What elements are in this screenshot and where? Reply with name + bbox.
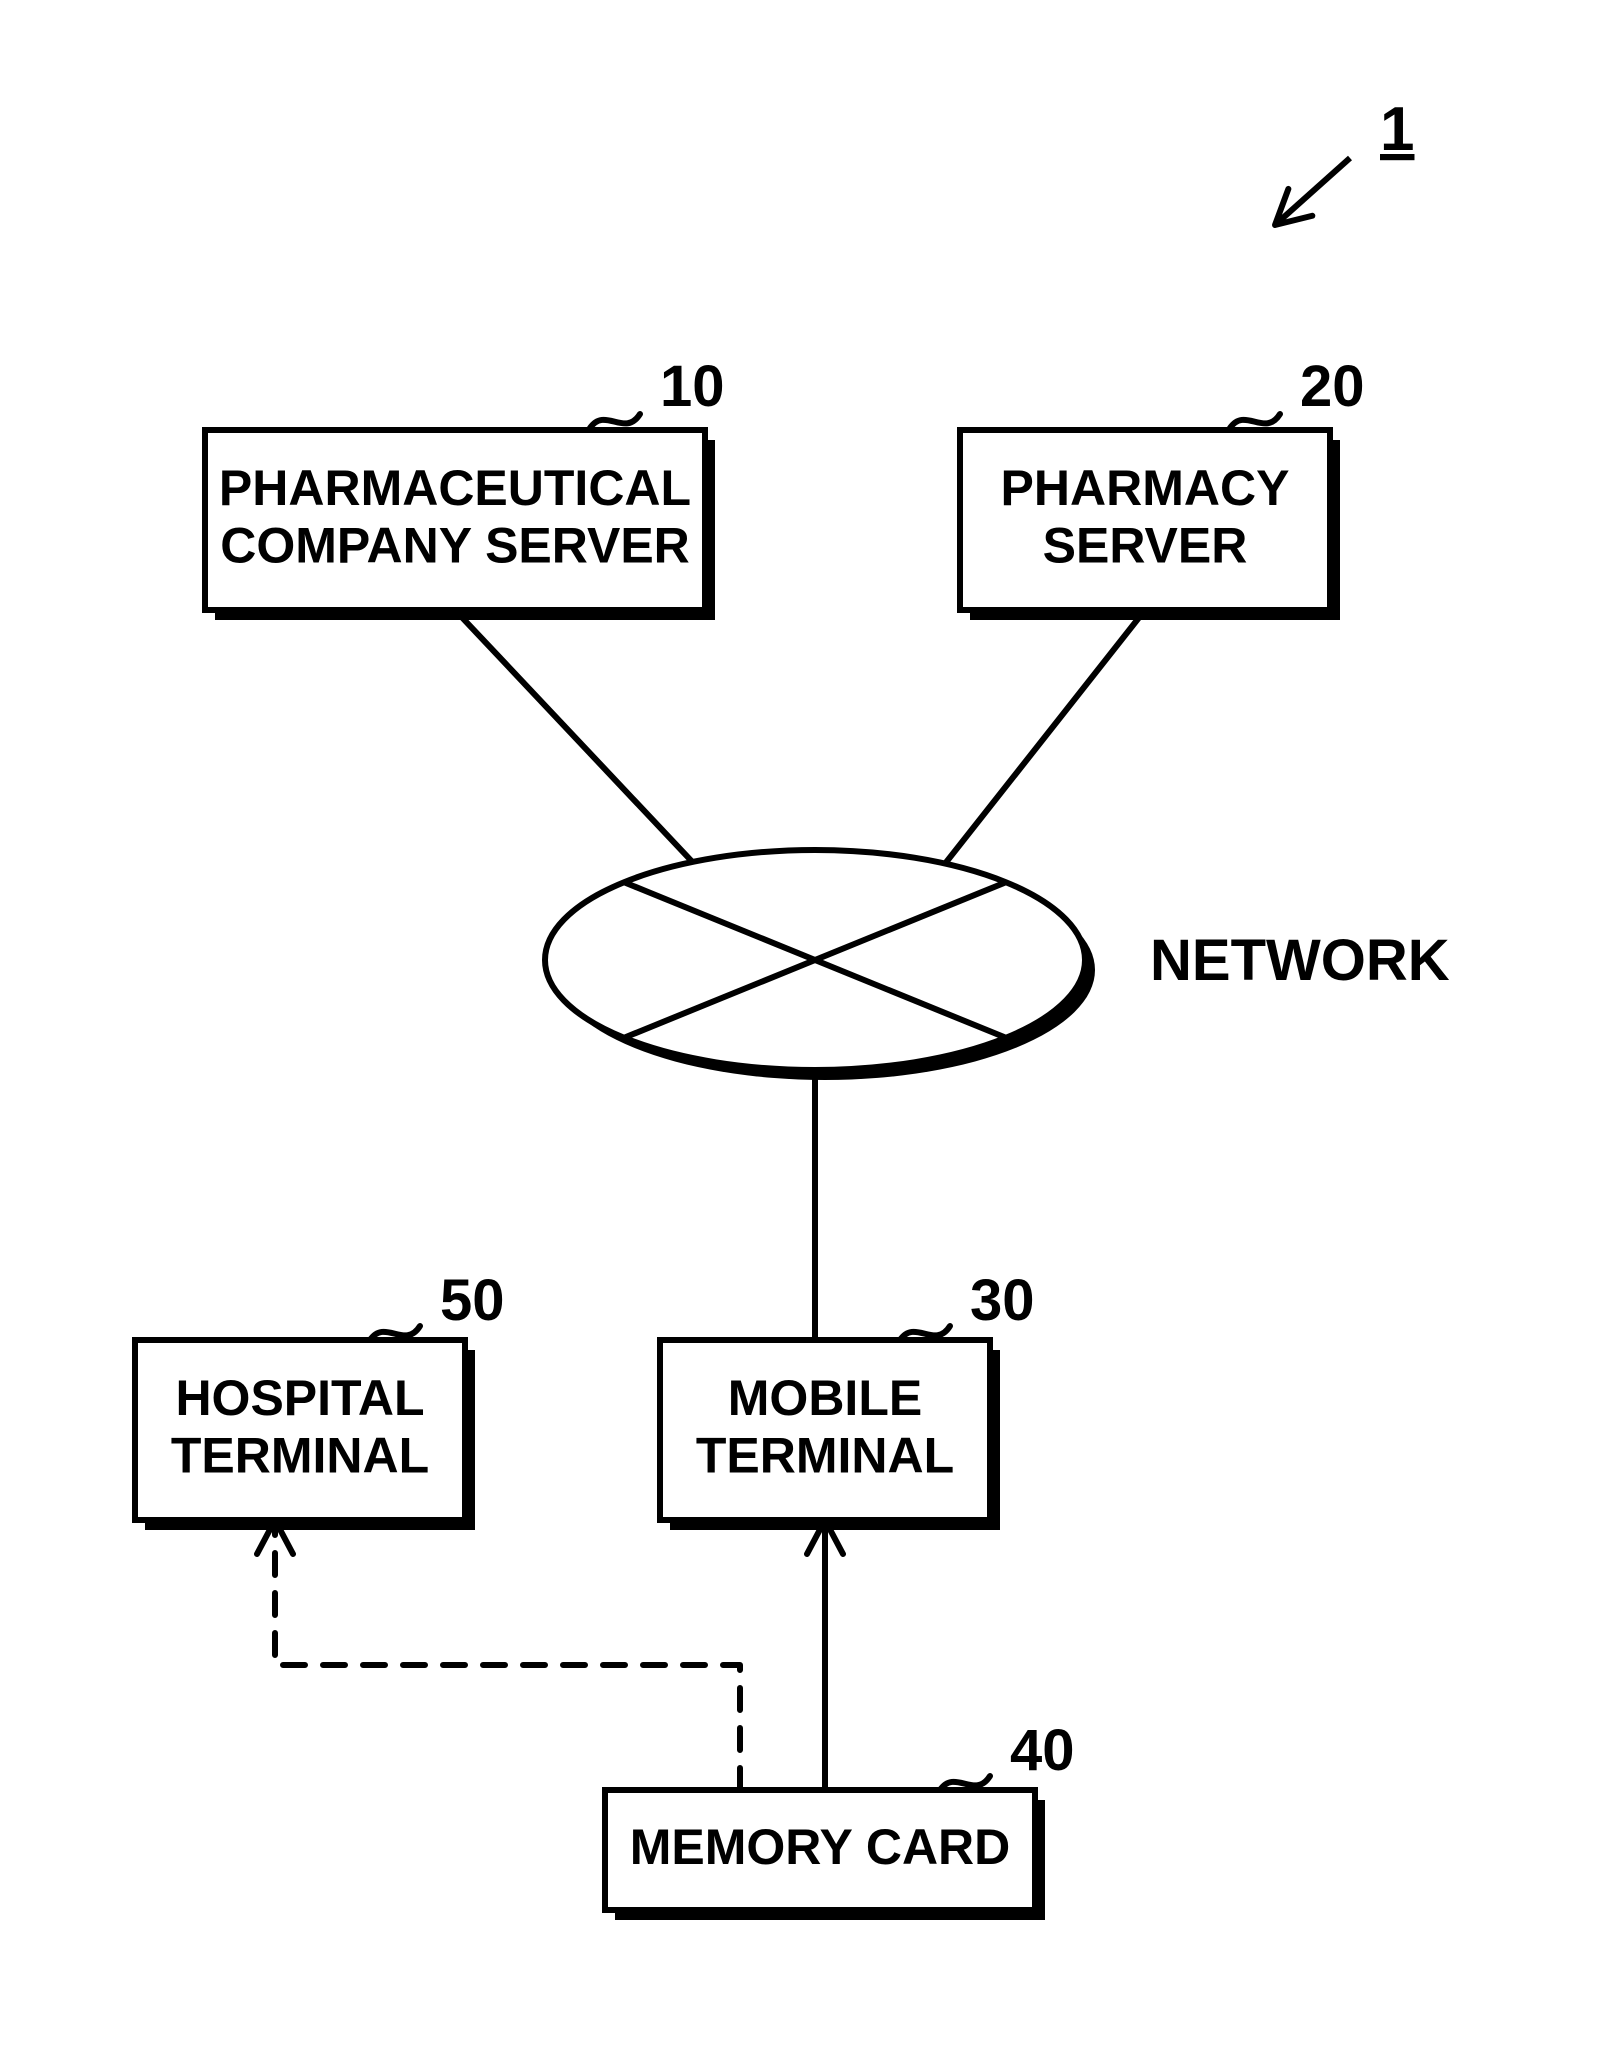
pharma_server-label: COMPANY SERVER [220,518,690,574]
pharma_server-label: PHARMACEUTICAL [219,460,691,516]
figure-ref-label: 1 [1380,95,1414,164]
pharmacy_server-label: SERVER [1043,518,1248,574]
network-label: NETWORK [1150,928,1450,993]
hospital_terminal-label: TERMINAL [171,1428,429,1484]
pharma_server-ref: 10 [660,354,725,419]
memory_card-ref: 40 [1010,1718,1075,1783]
pharmacy_server-ref: 20 [1300,354,1365,419]
hospital_terminal-label: HOSPITAL [175,1370,424,1426]
mobile_terminal-ref: 30 [970,1268,1035,1333]
mobile_terminal-label: MOBILE [728,1370,922,1426]
pharmacy_server-label: PHARMACY [1001,460,1290,516]
hospital_terminal-ref: 50 [440,1268,505,1333]
memory_card-label: MEMORY CARD [630,1819,1011,1875]
mobile_terminal-label: TERMINAL [696,1428,954,1484]
